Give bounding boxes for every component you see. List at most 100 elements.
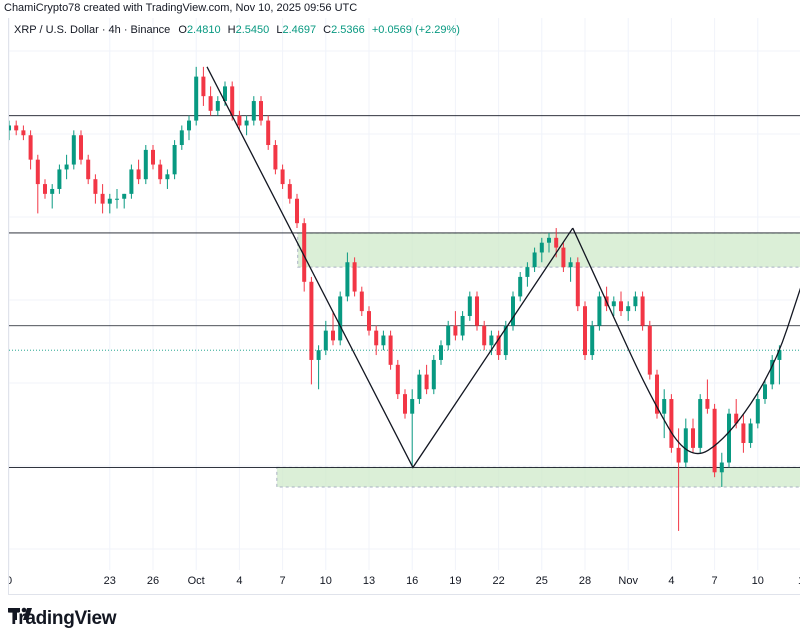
candle-body [446,325,451,346]
candle-body [424,374,429,390]
candle-body [727,413,731,463]
candle-body [547,237,551,243]
candle-body [374,330,379,346]
candle-body [345,262,350,297]
candle-body [575,262,580,307]
candle-body [669,399,674,448]
candle-body [633,296,638,307]
change-value: +0.0569 (+2.29%) [371,24,460,36]
candle-body [532,252,537,268]
candle-body [273,145,278,170]
candle-body [381,335,386,346]
candle-body [626,306,631,312]
candle-body [35,159,40,185]
candle-body [734,413,739,424]
tradingview-footer: TradingView [8,606,117,632]
candle-body [489,335,494,346]
candle-body [496,335,501,356]
candle-body [417,374,422,400]
candle-body [367,311,371,331]
candle-body [712,408,717,473]
candle-body [453,325,458,336]
candle-body [64,164,69,170]
close-value: 2.5366 [331,24,365,36]
candle-body [705,399,710,409]
close-label: C [323,24,332,36]
tradingview-logo-icon [8,607,32,620]
candle-body [115,198,119,200]
x-tick-label: 4 [668,575,674,587]
candle-body [179,130,184,146]
candle-body [683,428,688,463]
x-tick-label: 7 [280,575,286,587]
candle-body [352,262,357,292]
candle-body [194,76,199,121]
candle-body [475,296,479,326]
candle-body [136,169,141,180]
candle-body [172,145,177,175]
candle-body [107,198,112,204]
candle-body [467,296,472,316]
candle-body [9,125,11,131]
candlestick-chart[interactable]: 0 23 26 Oct 4 7 10 13 16 19 22 25 28 Nov 4 7 10 1 [9,18,800,618]
x-tick-label: 26 [147,575,159,587]
x-tick-label: 0 [9,575,12,587]
chart-area[interactable]: 0 23 26 Oct 4 7 10 13 16 19 22 25 28 Nov 4 7 10 1 [8,18,800,595]
x-tick-label: 1 [798,575,800,587]
candle-body [302,223,307,282]
x-tick-label: 13 [363,575,375,587]
candle-body [359,291,364,312]
candle-body [14,125,19,131]
candle-body [100,193,105,204]
candle-body [295,198,299,224]
candle-body [619,301,623,312]
candle-body [201,76,206,97]
candle-body [338,296,343,341]
candle-body [691,428,695,448]
candle-body [554,237,559,248]
candle-body [151,149,155,165]
x-tick-label: 25 [536,575,548,587]
candle-body [439,345,443,360]
open-label: O [178,24,187,36]
candle-body [323,330,328,351]
candle-body [719,462,724,473]
candle-body [662,399,667,414]
x-tick-label: Oct [188,575,205,587]
chart-caption: ChamiCrypto78 created with TradingView.c… [4,2,358,14]
candle-body [568,262,573,268]
candle-body [597,296,602,326]
candle-body [482,325,487,346]
candle-body [57,169,62,189]
x-tick-label: 16 [406,575,418,587]
candle-body [165,174,170,180]
pattern-line-2 [572,227,800,455]
candle-body [237,115,242,126]
candle-body [748,423,753,443]
candle-body [158,164,163,180]
x-tick-label: 28 [579,575,591,587]
candle-body [410,399,415,414]
candle-body [611,301,616,307]
x-tick-label: 22 [492,575,504,587]
candle-body [143,149,148,180]
candle-body [518,276,523,297]
candle-body [741,423,746,443]
candle-body [431,359,436,390]
low-value: 2.4697 [282,24,317,36]
candle-body [93,179,98,194]
candle-body [511,296,515,326]
ohlc-legend: XRP / U.S. Dollar · 4h · Binance O2.4810… [14,24,460,36]
x-tick-label: Nov [618,575,638,587]
candle-body [309,281,314,360]
high-value: 2.5450 [235,24,270,36]
candle-body [640,296,645,326]
candle-body [395,364,400,395]
low-label: L [276,24,283,36]
candle-body [676,447,681,463]
candle-body [539,242,544,253]
candle-body [655,374,659,414]
x-tick-label: 19 [449,575,461,587]
candle-body [755,399,760,424]
symbol-label: XRP / U.S. Dollar · 4h · Binance [14,24,171,36]
